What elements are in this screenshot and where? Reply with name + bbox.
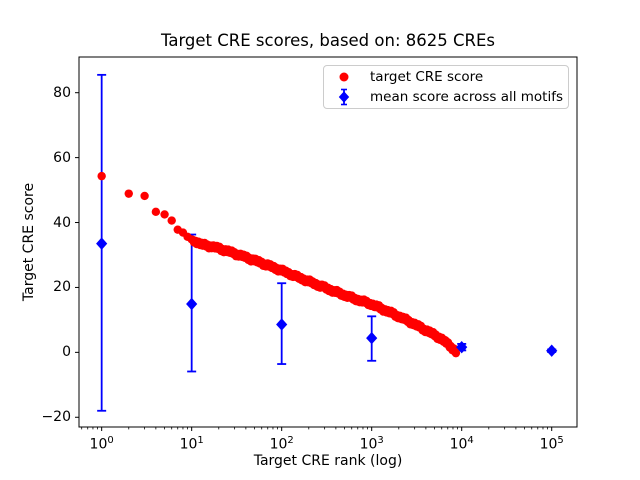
y-axis-ticks [75,92,79,418]
x-tick-label: 104 [449,435,474,453]
y-tick-label: −20 [41,409,71,426]
y-axis-label: Target CRE score [21,182,37,302]
y-tick-label: 80 [53,84,71,101]
legend: target CRE score mean score across all m… [323,65,569,109]
y-tick-label: 40 [53,214,71,231]
errorbar-lines [97,73,557,412]
legend-row-mean-score: mean score across all motifs [324,87,568,106]
blue-diamond-series [96,237,558,357]
x-tick-label: 101 [179,435,204,453]
chart-title: Target CRE scores, based on: 8625 CREs [160,31,496,50]
x-tick-label: 102 [269,435,294,453]
y-tick-label: 0 [62,344,71,361]
y-tick-label: 20 [53,279,71,296]
legend-label: mean score across all motifs [370,88,564,105]
x-tick-label: 103 [359,435,384,453]
red-circle-marker-icon [331,68,357,86]
y-tick-label: 60 [53,149,71,166]
plot-frame [78,56,578,428]
x-axis-label: Target CRE rank (log) [253,453,403,469]
legend-row-target-score: target CRE score [324,68,568,87]
x-tick-label: 105 [539,435,564,453]
x-tick-label: 100 [89,435,114,453]
x-axis-ticks [81,427,553,431]
legend-label: target CRE score [370,69,484,86]
red-scatter-series [97,171,461,358]
blue-diamond-errorbar-marker-icon [331,88,357,106]
